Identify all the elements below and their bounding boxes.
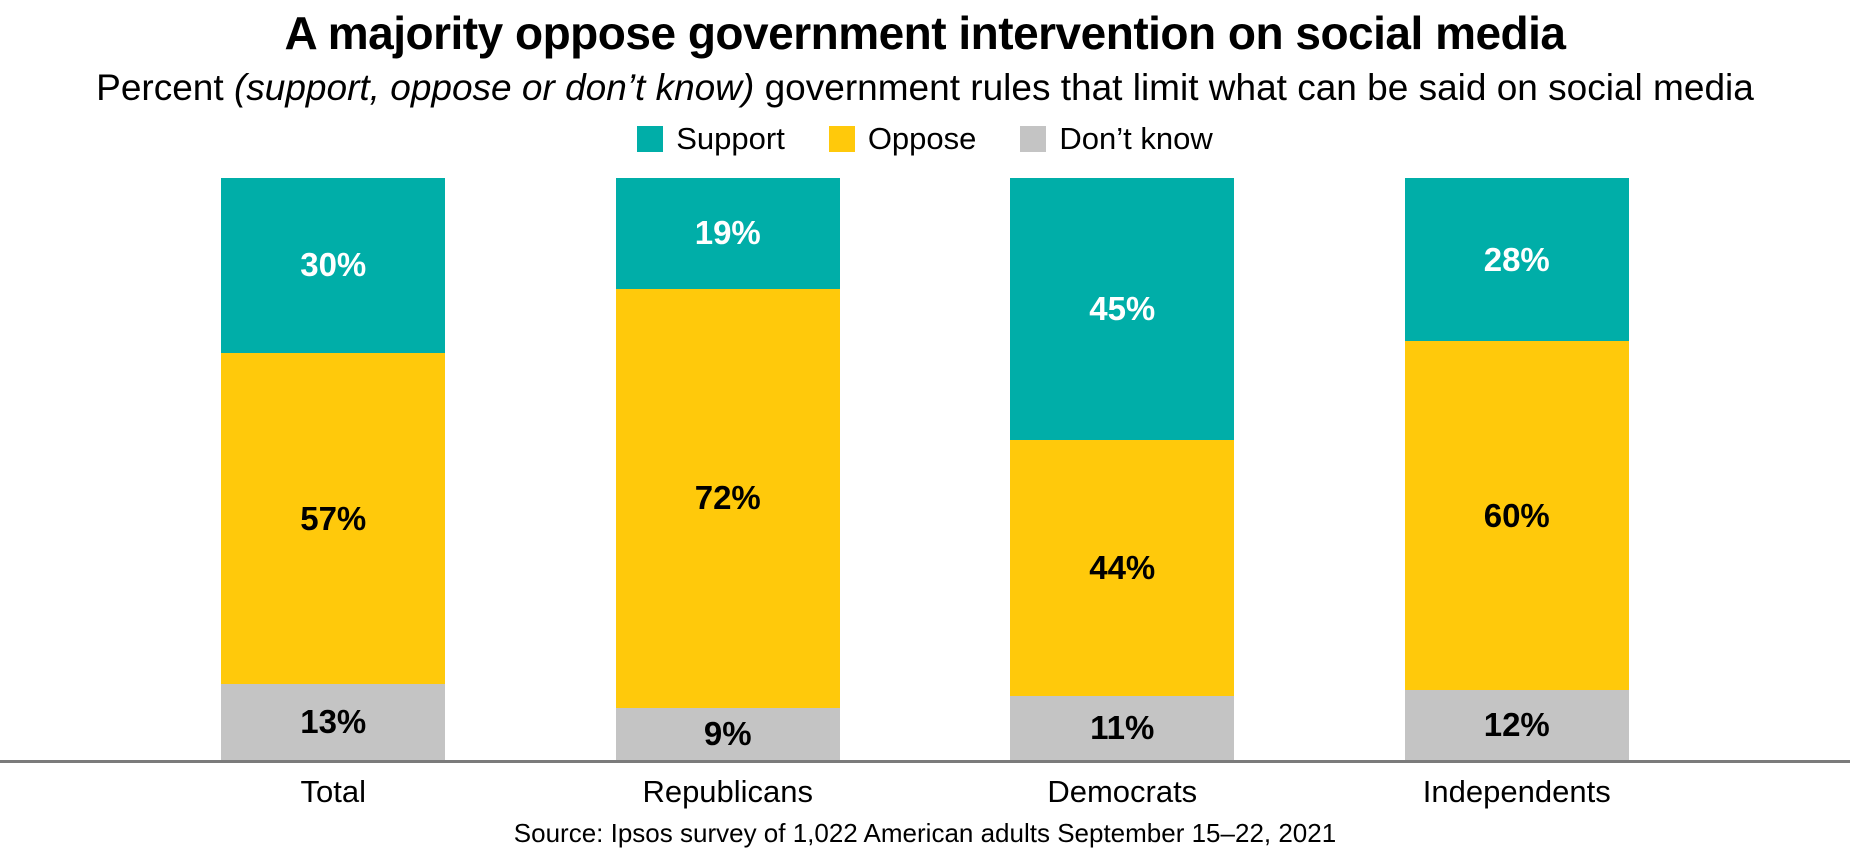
bar-segment: 13% — [221, 684, 446, 761]
stacked-bar-democrats: 45% 44% 11% — [1010, 178, 1235, 761]
bar-column-total: 30% 57% 13% — [136, 178, 531, 761]
legend-item-3: Don’t know — [1020, 121, 1213, 157]
category-label-democrats: Democrats — [1047, 774, 1198, 810]
bar-column-independents: 28% 60% 12% — [1320, 178, 1715, 761]
category-label-republicans: Republicans — [642, 774, 814, 810]
subtitle-prefix: Percent — [96, 66, 234, 108]
category-labels-row: Total Republicans Democrats Independents — [0, 775, 1850, 809]
bar-segment: 19% — [615, 178, 840, 289]
legend-label: Oppose — [867, 121, 977, 157]
bar-segment-value-label: 11% — [1090, 709, 1155, 747]
chart-figure: A majority oppose government interventio… — [0, 8, 1850, 848]
chart-subtitle: Percent (support, oppose or don’t know) … — [0, 67, 1850, 110]
stacked-bar-independents: 28% 60% 12% — [1404, 178, 1629, 761]
legend-item-2: Oppose — [828, 121, 977, 157]
x-axis-line — [0, 760, 1850, 764]
chart-title: A majority oppose government interventio… — [284, 7, 1566, 59]
category-label-independents: Independents — [1422, 774, 1611, 810]
bar-segment-value-label: 45% — [1089, 290, 1156, 328]
bar-segment: 11% — [1010, 696, 1235, 761]
stacked-bar-total: 30% 57% 13% — [221, 178, 446, 761]
bars-row: 30% 57% 13% 19% 72% 9% 45% 44% 11% 28% 60% 12% — [0, 178, 1850, 761]
bar-segment: 9% — [615, 707, 840, 761]
legend: Support Oppose Don’t know — [0, 121, 1850, 157]
bar-segment-value-label: 9% — [703, 714, 752, 752]
legend-swatch-icon — [828, 126, 855, 153]
category-label-total: Total — [300, 774, 366, 810]
bar-segment: 28% — [1404, 178, 1629, 342]
subtitle-italic-clause: (support, oppose or don’t know) — [233, 66, 755, 108]
bar-column-republicans: 19% 72% 9% — [531, 178, 926, 761]
legend-item-1: Support — [637, 121, 785, 157]
bar-segment: 12% — [1404, 690, 1629, 761]
bar-segment: 60% — [1404, 341, 1629, 691]
legend-swatch-icon — [1020, 126, 1047, 153]
bar-segment-value-label: 57% — [300, 499, 367, 537]
legend-label: Support — [676, 121, 785, 157]
bar-segment: 57% — [221, 352, 446, 685]
legend-swatch-icon — [637, 126, 664, 153]
source-note: Source: Ipsos survey of 1,022 American a… — [513, 818, 1337, 848]
bar-segment: 45% — [1010, 178, 1235, 441]
bar-segment: 30% — [221, 178, 446, 353]
bar-segment-value-label: 13% — [300, 703, 367, 741]
plot-area: 30% 57% 13% 19% 72% 9% 45% 44% 11% 28% 60% 12% Tota… — [0, 178, 1850, 809]
bar-segment-value-label: 28% — [1483, 240, 1550, 278]
bar-segment-value-label: 19% — [694, 214, 761, 252]
bar-segment-value-label: 44% — [1089, 549, 1156, 587]
bar-segment-value-label: 60% — [1483, 496, 1550, 534]
bar-segment: 44% — [1010, 440, 1235, 697]
bar-column-democrats: 45% 44% 11% — [925, 178, 1320, 761]
subtitle-suffix: government rules that limit what can be … — [754, 66, 1754, 108]
bar-segment-value-label: 12% — [1483, 706, 1550, 744]
bar-segment: 72% — [615, 288, 840, 708]
legend-label: Don’t know — [1059, 121, 1213, 157]
bar-segment-value-label: 72% — [694, 479, 761, 517]
bar-segment-value-label: 30% — [300, 246, 367, 284]
stacked-bar-republicans: 19% 72% 9% — [615, 178, 840, 761]
